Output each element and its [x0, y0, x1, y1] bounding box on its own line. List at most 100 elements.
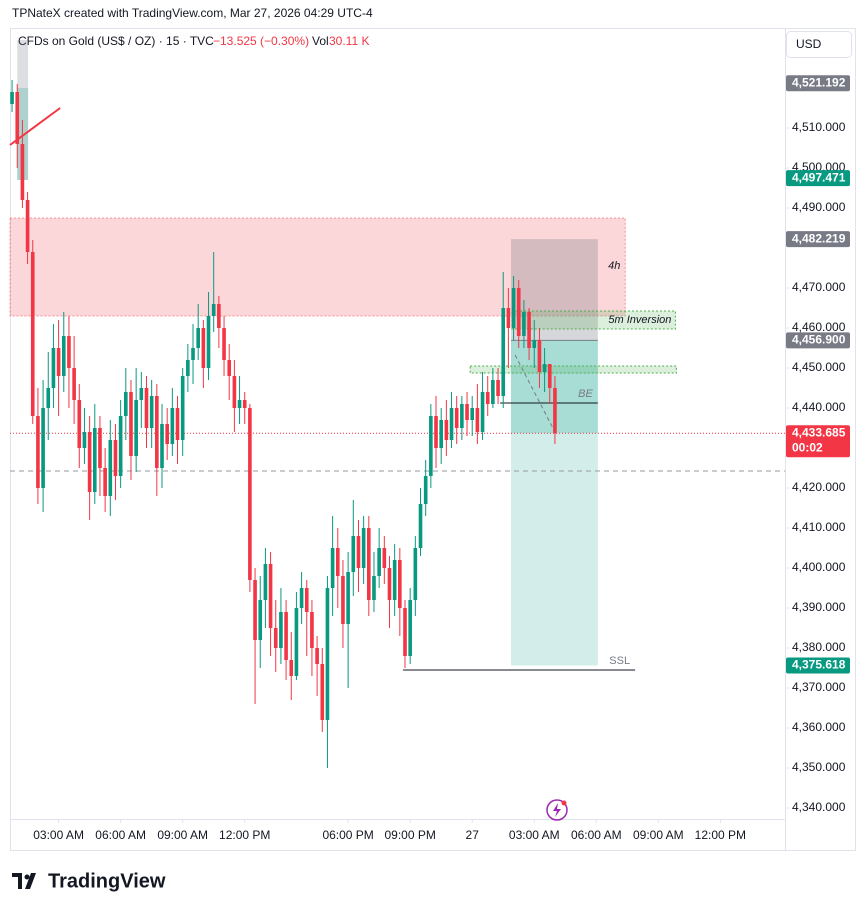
- candle-body: [82, 432, 87, 448]
- candle-body: [454, 408, 459, 428]
- candle-body: [501, 308, 506, 396]
- candle-body: [87, 432, 92, 492]
- candle-body: [25, 200, 30, 252]
- candle-body: [299, 588, 304, 608]
- candle-body: [537, 340, 542, 372]
- candle-body: [377, 548, 381, 576]
- candle-body: [108, 440, 113, 496]
- candle-body: [553, 388, 557, 434]
- candle-body: [217, 304, 221, 328]
- candle-body: [542, 364, 547, 372]
- candle-body: [372, 576, 376, 600]
- candle-body: [144, 388, 149, 428]
- candle-body: [547, 364, 552, 388]
- candle-body: [56, 348, 61, 376]
- candle-body: [351, 536, 356, 572]
- candle-body: [341, 576, 345, 624]
- x-tick-label: 06:00 AM: [95, 828, 146, 842]
- candle-body: [15, 92, 20, 144]
- alert-dot: [561, 800, 567, 806]
- y-tick-label: 4,450.000: [792, 360, 846, 374]
- x-tick-label: 06:00 PM: [322, 828, 373, 842]
- candle-body: [92, 428, 97, 492]
- candle-body: [273, 628, 278, 648]
- candle-body: [170, 408, 175, 444]
- x-tick-label: 09:00 AM: [157, 828, 208, 842]
- candle-body: [408, 600, 412, 656]
- x-tick-label: 03:00 AM: [509, 828, 560, 842]
- candle-body: [392, 560, 397, 600]
- y-tick-label: 4,470.000: [792, 280, 846, 294]
- candle-body: [253, 580, 257, 640]
- candle-body: [279, 612, 283, 648]
- price-label-box: [786, 231, 850, 248]
- inversion-label: 5m Inversion: [608, 314, 671, 326]
- y-tick-label: 4,440.000: [792, 400, 846, 414]
- logo-dot: [24, 874, 30, 880]
- candle-body: [418, 504, 423, 548]
- candle-body: [36, 416, 40, 488]
- volume-value: 30.11 K: [329, 34, 369, 48]
- price-label: 4,433.685: [792, 425, 846, 439]
- symbol-legend: CFDs on Gold (US$ / OZ) · 15 · TVC: [18, 34, 214, 48]
- y-tick-label: 4,390.000: [792, 600, 846, 614]
- logo: TradingView: [12, 870, 166, 892]
- candle-body: [67, 336, 71, 368]
- price-label-box: [786, 425, 850, 458]
- candle-body: [496, 380, 500, 396]
- candle-body: [284, 612, 288, 660]
- candle-body: [310, 612, 314, 648]
- candle-body: [356, 536, 361, 568]
- y-tick-label: 4,380.000: [792, 640, 846, 654]
- position-target-zone: [510, 433, 598, 666]
- candle-body: [434, 416, 438, 448]
- candle-body: [98, 428, 102, 468]
- candle-body: [413, 548, 418, 600]
- candle-body: [201, 328, 206, 368]
- price-label: 4,482.219: [792, 231, 846, 245]
- candle-body: [294, 608, 299, 676]
- candle-body: [470, 408, 475, 420]
- candle-body: [527, 312, 531, 348]
- price-label-box: [786, 332, 850, 349]
- candle-body: [165, 424, 169, 444]
- candle-body: [346, 572, 350, 624]
- range-box: [17, 40, 29, 180]
- candle-body: [330, 548, 335, 588]
- candle-body: [129, 392, 133, 456]
- candle-body: [506, 308, 511, 328]
- candle-body: [72, 368, 76, 400]
- y-tick-label: 4,350.000: [792, 760, 846, 774]
- candle-body: [366, 528, 371, 600]
- y-tick-label: 4,360.000: [792, 720, 846, 734]
- candle-body: [61, 336, 66, 376]
- candle-body: [449, 408, 454, 440]
- candle-body: [113, 440, 118, 476]
- candle-body: [320, 664, 325, 720]
- candle-body: [206, 316, 211, 368]
- y-tick-label: 4,410.000: [792, 520, 846, 534]
- y-tick-label: 4,510.000: [792, 120, 846, 134]
- candle-body: [41, 408, 45, 488]
- candle-body: [258, 600, 263, 640]
- candle-body: [475, 408, 480, 432]
- candle-body: [516, 288, 521, 336]
- candle-body: [403, 608, 407, 656]
- y-tick-label: 4,460.000: [792, 320, 846, 334]
- candle-body: [118, 416, 123, 476]
- price-label: 4,521.192: [792, 75, 846, 89]
- x-tick-label: 12:00 PM: [695, 828, 746, 842]
- candle-body: [511, 288, 516, 328]
- plot-area: 5m Inversion BE SSL 4h: [9, 40, 785, 768]
- candle-body: [10, 92, 14, 104]
- candle-body: [191, 348, 195, 360]
- candle-body: [134, 400, 138, 456]
- candle-body: [289, 660, 294, 676]
- currency-label[interactable]: USD: [796, 37, 822, 51]
- candle-body: [480, 392, 485, 432]
- candle-body: [423, 476, 428, 504]
- candle-body: [46, 388, 51, 408]
- candle-body: [387, 568, 392, 600]
- currency-button[interactable]: [786, 31, 852, 58]
